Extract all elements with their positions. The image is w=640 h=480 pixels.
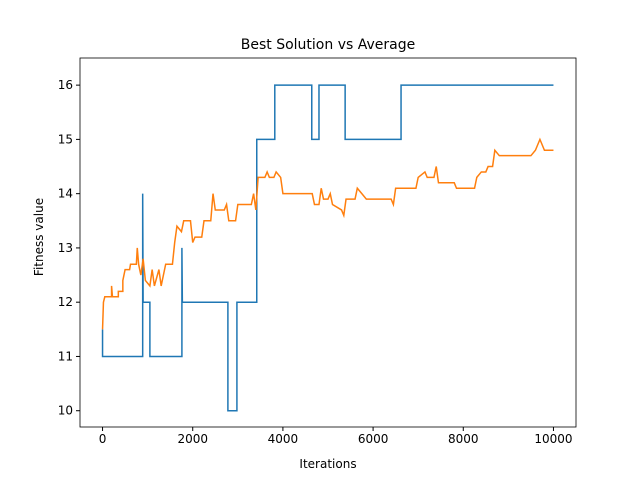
x-tick-label: 2000	[177, 432, 208, 446]
y-axis-label: Fitness value	[32, 198, 46, 276]
y-tick-label: 13	[58, 241, 73, 255]
line-series	[101, 84, 554, 412]
y-tick-label: 10	[58, 404, 73, 418]
x-tick-label: 4000	[268, 432, 299, 446]
line-series	[101, 137, 554, 330]
x-tick-label: 0	[99, 432, 107, 446]
y-tick-label: 11	[58, 349, 73, 363]
y-tick-label: 15	[58, 132, 73, 146]
plot-frame	[79, 57, 577, 428]
chart-title: Best Solution vs Average	[241, 37, 415, 53]
x-axis-label: Iterations	[299, 457, 356, 471]
x-tick-label: 10000	[534, 432, 572, 446]
x-tick-label: 8000	[448, 432, 479, 446]
y-tick-label: 12	[58, 295, 73, 309]
x-tick-label: 6000	[358, 432, 389, 446]
y-tick-label: 14	[58, 187, 73, 201]
y-tick-label: 16	[58, 78, 73, 92]
